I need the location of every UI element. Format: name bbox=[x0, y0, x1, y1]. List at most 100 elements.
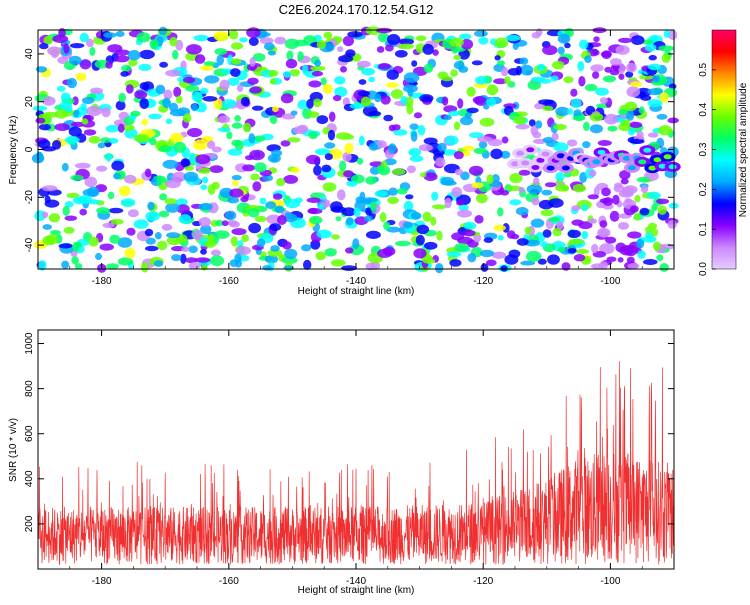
spectrogram-cell bbox=[383, 114, 394, 122]
x-tick-label: -180 bbox=[92, 276, 112, 287]
spectrogram-cell bbox=[217, 115, 231, 124]
spectrogram-cell bbox=[105, 61, 113, 69]
spectrogram-cell bbox=[315, 251, 326, 261]
spectrogram-cell bbox=[70, 174, 84, 181]
spectrogram-cell bbox=[214, 230, 230, 239]
spectrogram-cell bbox=[385, 82, 400, 88]
spectrogram-cell bbox=[248, 37, 259, 46]
spectrogram-cell bbox=[259, 37, 274, 45]
colorbar-label: Normalized spectral amplitude bbox=[738, 82, 749, 217]
spectrogram-cell bbox=[358, 79, 367, 85]
spectrogram-cell bbox=[552, 60, 565, 70]
spectrogram-cell bbox=[457, 209, 472, 218]
spectrogram-cell bbox=[64, 215, 78, 221]
spectrogram-cell bbox=[248, 133, 256, 144]
spectrogram-cell bbox=[117, 237, 133, 248]
spectrogram-cell bbox=[36, 152, 44, 163]
snr-y-ticks: 200 400 600 800 1000 bbox=[24, 332, 674, 532]
spectrogram-cell bbox=[423, 241, 438, 250]
spectrogram-cell bbox=[171, 254, 182, 262]
spectrogram-cell bbox=[542, 229, 552, 238]
spectrogram-cell bbox=[46, 234, 59, 245]
spectrogram-cell bbox=[68, 55, 82, 65]
spectrogram-cell bbox=[83, 129, 97, 136]
spectrogram-cell bbox=[535, 120, 543, 129]
spectrogram-cell bbox=[203, 61, 216, 67]
spectrogram-cell bbox=[547, 254, 560, 265]
spectrogram-cell bbox=[402, 221, 413, 229]
spectrogram-cell bbox=[488, 138, 503, 147]
spectrogram-cell bbox=[173, 141, 187, 153]
x-tick-label: -160 bbox=[219, 276, 239, 287]
spectrogram-cell bbox=[276, 178, 286, 187]
spectrogram-cell bbox=[222, 99, 237, 108]
x-tick-label: -140 bbox=[346, 576, 366, 587]
spectrogram-cell bbox=[191, 91, 203, 102]
spectrogram-cell bbox=[592, 71, 600, 79]
spectrogram-cell bbox=[444, 197, 452, 209]
spectrogram-cell bbox=[474, 30, 488, 37]
spectrogram-cell bbox=[252, 181, 262, 192]
spectrogram-cell bbox=[240, 196, 249, 203]
spectrogram-cell bbox=[105, 124, 120, 133]
spectrogram-cell bbox=[496, 60, 506, 66]
spectrogram-cell bbox=[365, 176, 377, 185]
spectrogram-cell bbox=[41, 185, 58, 192]
spectrogram-cell bbox=[589, 124, 604, 134]
spectrogram-cell bbox=[182, 113, 192, 123]
signal-band-core bbox=[516, 150, 525, 156]
spectrogram-cell bbox=[451, 186, 463, 198]
spectrogram-panel: -180 -160 -140 -120 -100 40 20 0 -20 -40 Height … bbox=[8, 26, 681, 297]
spectrogram-cell bbox=[376, 46, 385, 53]
spectrogram-cell bbox=[139, 98, 149, 110]
spectrogram-cell bbox=[593, 36, 600, 43]
spectrogram-cell bbox=[159, 193, 168, 201]
spectrogram-cell bbox=[652, 241, 662, 251]
spectrogram-cell bbox=[274, 36, 287, 45]
spectrogram-cell bbox=[474, 215, 484, 224]
spectrogram-cell bbox=[378, 63, 391, 70]
colorbar-tick-label: 0.4 bbox=[698, 102, 709, 116]
spectrogram-cell bbox=[627, 263, 640, 269]
spectrogram-cell bbox=[224, 210, 237, 221]
spectrogram-cell bbox=[430, 216, 437, 226]
spectrogram-cell bbox=[199, 87, 209, 95]
spectrogram-cell bbox=[615, 45, 630, 55]
spectrogram-cell bbox=[231, 122, 243, 129]
spectrogram-cell bbox=[145, 211, 160, 222]
spectrogram-cell bbox=[206, 140, 216, 149]
spectrogram-cell bbox=[331, 234, 340, 240]
spectrogram-cell bbox=[667, 220, 677, 229]
spectrogram-cell bbox=[533, 177, 540, 186]
spectrogram-cell bbox=[60, 92, 71, 102]
colorbar-tick-label: 0.2 bbox=[698, 182, 709, 196]
spectrogram-cell bbox=[480, 263, 489, 272]
spectrogram-cell bbox=[127, 209, 139, 218]
signal-band-core bbox=[668, 164, 677, 170]
spectrogram-cell bbox=[538, 99, 554, 105]
snr-series-line bbox=[37, 361, 675, 565]
spectrogram-cell bbox=[330, 201, 343, 212]
spectrogram-cell bbox=[621, 119, 631, 127]
spectrogram-cell bbox=[519, 57, 529, 65]
spectrogram-cell bbox=[567, 229, 581, 239]
spectrogram-cell bbox=[111, 160, 125, 171]
spectrogram-cell bbox=[217, 127, 231, 133]
spectrogram-cell bbox=[113, 172, 122, 180]
x-tick-label: -140 bbox=[346, 276, 366, 287]
spectrogram-cell bbox=[263, 42, 275, 51]
spectrogram-cell bbox=[61, 260, 70, 269]
signal-band-core bbox=[556, 153, 565, 159]
spectrogram-cell bbox=[575, 249, 590, 254]
signal-band-core bbox=[526, 147, 535, 153]
spectrogram-cell bbox=[361, 67, 375, 76]
y-tick-label: 800 bbox=[24, 380, 35, 397]
spectrogram-cell bbox=[201, 264, 208, 271]
spectrogram-cell bbox=[32, 105, 48, 112]
spectrogram-cell bbox=[469, 132, 484, 139]
spectrogram-cell bbox=[274, 205, 285, 214]
spectrogram-cell bbox=[176, 204, 190, 214]
spectrogram-cell bbox=[656, 254, 664, 262]
spectrogram-cell bbox=[50, 229, 61, 236]
